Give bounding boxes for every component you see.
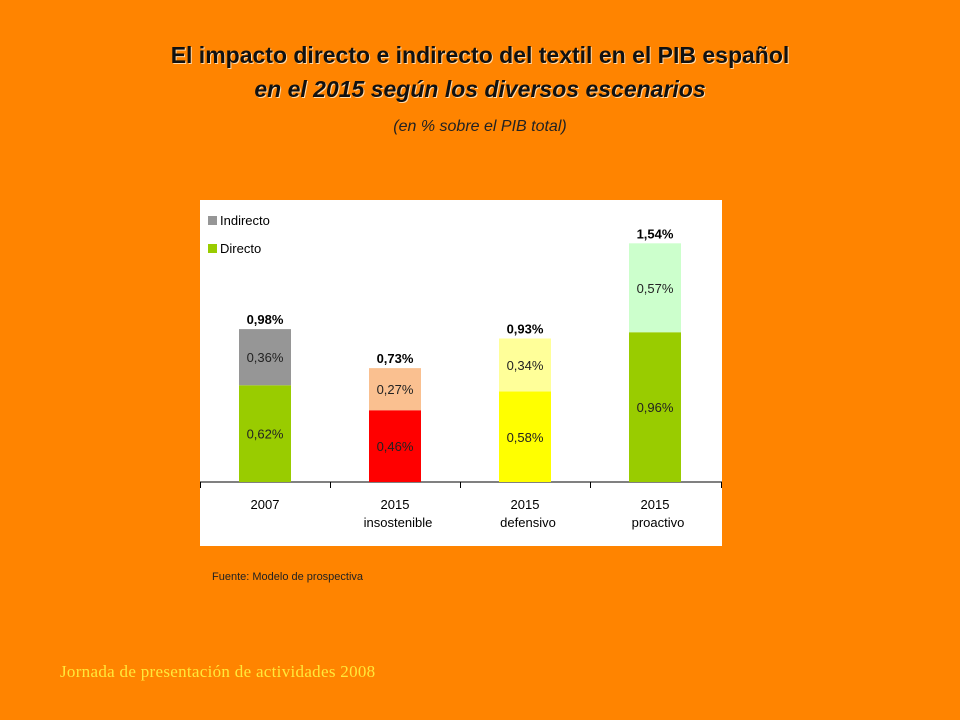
- total-label: 0,73%: [377, 351, 414, 366]
- bar-segment-directo: [499, 391, 551, 482]
- source-note: Fuente: Modelo de prospectiva: [212, 571, 364, 583]
- bar-segment-indirecto: [369, 368, 421, 411]
- category-label: defensivo: [500, 515, 556, 530]
- chart-title-line2: en el 2015 según los diversos escenarios: [254, 76, 706, 102]
- stacked-bar-chart: 0,62% 0,36% 0,98% 2007 0,46% 0,27% 0,73% 2015 in…: [200, 213, 722, 530]
- category-label: 2015: [381, 497, 410, 512]
- bar-segment-directo: [369, 410, 421, 482]
- total-label: 1,54%: [637, 226, 674, 241]
- data-label-directo: 0,96%: [637, 400, 674, 415]
- legend-swatch-indirecto: [208, 216, 217, 225]
- category-label: 2015: [641, 497, 670, 512]
- bar-segment-directo: [239, 385, 291, 482]
- chart-title-line1: El impacto directo e indirecto del texti…: [170, 42, 790, 68]
- category-label: proactivo: [632, 515, 685, 530]
- total-label: 0,93%: [507, 321, 544, 336]
- data-label-indirecto: 0,36%: [247, 350, 284, 365]
- bar-segment-indirecto: [239, 329, 291, 386]
- footer-text: Jornada de presentación de actividades 2…: [60, 662, 376, 681]
- bar-segment-indirecto: [629, 243, 681, 333]
- category-label: insostenible: [364, 515, 433, 530]
- legend-label-indirecto: Indirecto: [220, 213, 270, 228]
- category-label: 2007: [251, 497, 280, 512]
- data-label-directo: 0,62%: [247, 427, 284, 442]
- data-label-directo: 0,46%: [377, 439, 414, 454]
- chart-subtitle: (en % sobre el PIB total): [393, 118, 567, 135]
- data-label-indirecto: 0,57%: [637, 281, 674, 296]
- data-label-indirecto: 0,34%: [507, 358, 544, 373]
- bar-segment-directo: [629, 332, 681, 482]
- data-label-directo: 0,58%: [507, 430, 544, 445]
- chart-area: 0,62% 0,36% 0,98% 2007 0,46% 0,27% 0,73% 2015 in…: [200, 200, 722, 546]
- data-label-indirecto: 0,27%: [377, 382, 414, 397]
- total-label: 0,98%: [247, 312, 284, 327]
- category-label: 2015: [511, 497, 540, 512]
- bar-segment-indirecto: [499, 338, 551, 392]
- legend-swatch-directo: [208, 244, 217, 253]
- legend-label-directo: Directo: [220, 241, 261, 256]
